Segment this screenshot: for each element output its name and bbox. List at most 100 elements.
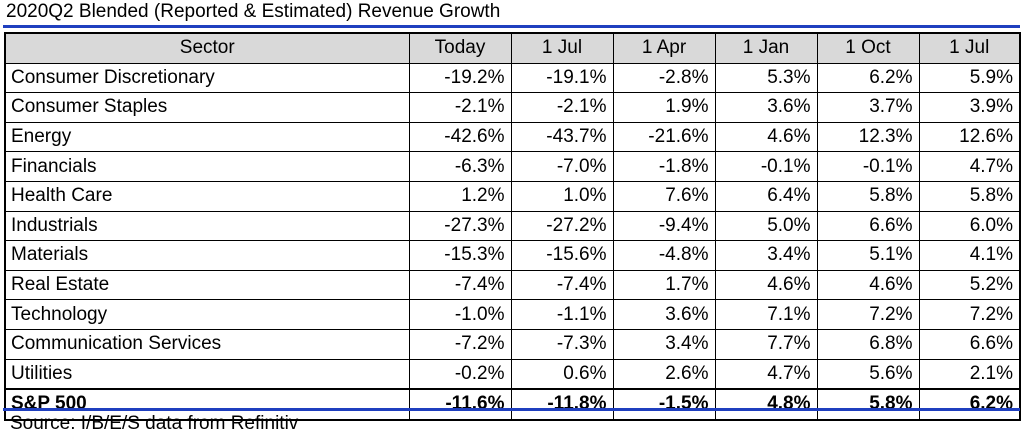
table-row: Health Care 1.2% 1.0% 7.6% 6.4% 5.8% 5.8% [4, 180, 1021, 212]
growth-value: 5.3% [714, 62, 818, 94]
growth-value: 3.6% [714, 92, 818, 123]
growth-value: -1.0% [408, 299, 512, 330]
growth-value: -7.3% [510, 328, 614, 360]
source-note: Source: I/B/E/S data from Refinitiv [10, 413, 299, 434]
growth-value: 5.6% [816, 358, 920, 390]
table-row: Consumer Staples -2.1% -2.1% 1.9% 3.6% 3.7% 3.… [4, 92, 1021, 123]
growth-value: -1.1% [510, 299, 614, 330]
growth-value: -7.4% [408, 269, 512, 301]
column-header-today: Today [408, 32, 512, 64]
growth-value: 3.4% [714, 240, 818, 271]
sector-name: Consumer Discretionary [4, 62, 410, 94]
growth-value: -2.1% [408, 92, 512, 123]
column-header-1-jul: 1 Jul [510, 32, 614, 64]
growth-value: 12.6% [918, 121, 1021, 153]
growth-value: -27.2% [510, 210, 614, 242]
sector-name: Industrials [4, 210, 410, 242]
sector-name: Materials [4, 240, 410, 271]
growth-value: 5.9% [918, 62, 1021, 94]
growth-value: 5.1% [816, 240, 920, 271]
growth-value: 1.9% [612, 92, 716, 123]
table-row: Communication Services -7.2% -7.3% 3.4% 7.7%… [4, 328, 1021, 360]
growth-value: 7.2% [918, 299, 1021, 330]
growth-value: -0.1% [714, 151, 818, 182]
growth-value: -11.8% [510, 388, 614, 421]
growth-value: 5.8% [918, 180, 1021, 212]
growth-value: 4.6% [816, 269, 920, 301]
top-rule [3, 25, 1020, 28]
header-row: Sector Today 1 Jul 1 Apr 1 Jan 1 Oct 1 J… [4, 32, 1021, 64]
table-row: Technology -1.0% -1.1% 3.6% 7.1% 7.2% 7.2% [4, 299, 1021, 330]
total-row: S&P 500 -11.6% -11.8% -1.5% 4.8% 5.8% 6.2% [4, 388, 1021, 421]
growth-value: 7.6% [612, 180, 716, 212]
growth-value: -2.1% [510, 92, 614, 123]
growth-value: 4.8% [714, 388, 818, 421]
sector-name: Communication Services [4, 328, 410, 360]
growth-value: -0.1% [816, 151, 920, 182]
growth-value: 5.2% [918, 269, 1021, 301]
table-row: Financials -6.3% -7.0% -1.8% -0.1% -0.1% 4.7% [4, 151, 1021, 182]
growth-value: 3.7% [816, 92, 920, 123]
growth-value: 5.8% [816, 388, 920, 421]
growth-value: 6.2% [918, 388, 1021, 421]
growth-value: -15.3% [408, 240, 512, 271]
growth-value: -2.8% [612, 62, 716, 94]
growth-value: -1.8% [612, 151, 716, 182]
growth-value: -7.2% [408, 328, 512, 360]
growth-value: -6.3% [408, 151, 512, 182]
growth-value: 3.6% [612, 299, 716, 330]
growth-value: -0.2% [408, 358, 512, 390]
growth-value: 4.6% [714, 269, 818, 301]
growth-value: 1.7% [612, 269, 716, 301]
growth-value: -15.6% [510, 240, 614, 271]
growth-value: 3.4% [612, 328, 716, 360]
growth-value: -4.8% [612, 240, 716, 271]
growth-value: -19.2% [408, 62, 512, 94]
table-row: Energy -42.6% -43.7% -21.6% 4.6% 12.3% 12.6% [4, 121, 1021, 153]
growth-value: 1.0% [510, 180, 614, 212]
growth-value: 7.1% [714, 299, 818, 330]
bottom-rule [3, 408, 1020, 411]
sector-name: Utilities [4, 358, 410, 390]
column-header-1-jan: 1 Jan [714, 32, 818, 64]
growth-value: 2.1% [918, 358, 1021, 390]
growth-value: 6.4% [714, 180, 818, 212]
column-header-sector: Sector [4, 32, 410, 64]
growth-value: 6.2% [816, 62, 920, 94]
table-row: Utilities -0.2% 0.6% 2.6% 4.7% 5.6% 2.1% [4, 358, 1021, 390]
growth-value: 6.6% [918, 328, 1021, 360]
sector-name: Energy [4, 121, 410, 153]
growth-value: 6.6% [816, 210, 920, 242]
growth-value: 5.8% [816, 180, 920, 212]
growth-value: 4.7% [918, 151, 1021, 182]
sector-name: Financials [4, 151, 410, 182]
growth-value: 4.7% [714, 358, 818, 390]
table-row: Consumer Discretionary -19.2% -19.1% -2.8% 5… [4, 62, 1021, 94]
growth-value: -7.0% [510, 151, 614, 182]
table-row: Industrials -27.3% -27.2% -9.4% 5.0% 6.6% 6.0% [4, 210, 1021, 242]
growth-value: 4.1% [918, 240, 1021, 271]
growth-value: -19.1% [510, 62, 614, 94]
growth-value: -43.7% [510, 121, 614, 153]
growth-value: 2.6% [612, 358, 716, 390]
sector-name: Health Care [4, 180, 410, 212]
table-row: Materials -15.3% -15.6% -4.8% 3.4% 5.1% 4.1% [4, 240, 1021, 271]
growth-value: 7.7% [714, 328, 818, 360]
growth-value: 12.3% [816, 121, 920, 153]
growth-value: -42.6% [408, 121, 512, 153]
growth-value: 6.0% [918, 210, 1021, 242]
growth-value: 7.2% [816, 299, 920, 330]
growth-value: 0.6% [510, 358, 614, 390]
growth-value: -9.4% [612, 210, 716, 242]
sector-name: Technology [4, 299, 410, 330]
column-header-1-oct: 1 Oct [816, 32, 920, 64]
growth-value: -11.6% [408, 388, 512, 421]
growth-value: -21.6% [612, 121, 716, 153]
growth-value: -7.4% [510, 269, 614, 301]
sector-name: Real Estate [4, 269, 410, 301]
column-header-1-apr: 1 Apr [612, 32, 716, 64]
growth-value: 4.6% [714, 121, 818, 153]
growth-value: 1.2% [408, 180, 512, 212]
column-header-1-jul-prior: 1 Jul [918, 32, 1021, 64]
growth-value: 5.0% [714, 210, 818, 242]
